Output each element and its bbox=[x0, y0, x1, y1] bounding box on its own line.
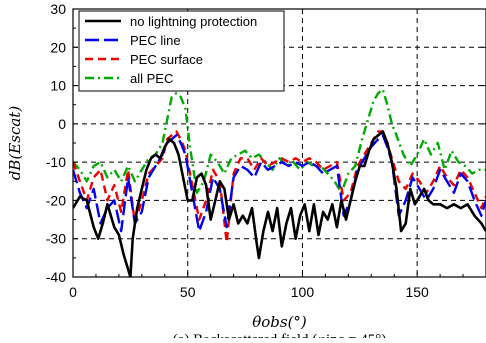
x-tick-label: 50 bbox=[180, 284, 196, 300]
y-tick-label: -40 bbox=[46, 269, 66, 285]
y-tick-label: 10 bbox=[50, 78, 66, 94]
legend-box bbox=[78, 10, 285, 92]
y-axis-label: dB(Escat) bbox=[6, 106, 24, 180]
x-tick-label: 100 bbox=[291, 284, 315, 300]
x-axis-label: θobs(°) bbox=[252, 313, 307, 331]
y-tick-label: 30 bbox=[50, 1, 66, 17]
x-tick-label: 0 bbox=[69, 284, 77, 300]
legend-label: PEC line bbox=[130, 33, 181, 48]
y-tick-label: 20 bbox=[50, 39, 66, 55]
x-tick-label: 150 bbox=[405, 284, 429, 300]
axis-ticks: -40 -30 -20 -10 0 10 20 30 0 50 100 150 bbox=[46, 1, 486, 300]
y-tick-label: -20 bbox=[46, 192, 66, 208]
legend-label: all PEC bbox=[130, 71, 173, 86]
legend-label: PEC surface bbox=[130, 52, 203, 67]
legend-label: no lightning protection bbox=[130, 14, 257, 29]
series-lines bbox=[73, 88, 486, 277]
y-tick-label: -10 bbox=[46, 154, 66, 170]
series-line-3 bbox=[73, 88, 486, 194]
y-tick-label: 0 bbox=[58, 116, 66, 132]
chart-caption: (a) Backscattered field (φinc = 45°) bbox=[173, 332, 386, 338]
series-line-1 bbox=[73, 134, 486, 233]
series-line-0 bbox=[73, 130, 486, 277]
y-tick-label: -30 bbox=[46, 231, 66, 247]
legend: no lightning protection PEC line PEC surfa… bbox=[78, 10, 285, 92]
